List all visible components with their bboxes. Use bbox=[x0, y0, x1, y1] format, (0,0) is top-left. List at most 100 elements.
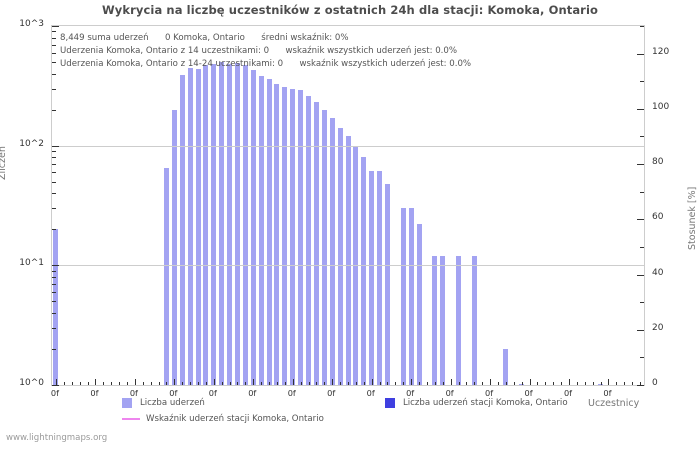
axis-tick bbox=[632, 382, 633, 385]
axis-tick bbox=[459, 382, 460, 385]
axis-tick bbox=[222, 382, 223, 385]
axis-tick bbox=[182, 382, 183, 385]
x-axis-tick-label: 0f bbox=[366, 388, 375, 398]
axis-tick bbox=[52, 284, 56, 285]
bar bbox=[234, 63, 240, 385]
axis-tick bbox=[159, 382, 160, 385]
axis-tick bbox=[143, 382, 144, 385]
legend-item-station-strokes[interactable]: Liczba uderzeń stacji Komoka, Ontario bbox=[385, 398, 568, 408]
axis-tick bbox=[637, 54, 644, 55]
bar bbox=[211, 64, 217, 385]
x-axis-title: Uczestnicy bbox=[588, 398, 640, 409]
axis-tick bbox=[52, 151, 56, 152]
x-axis-tick-label: 0f bbox=[287, 388, 296, 398]
left-axis-tick-label: 10^3 bbox=[19, 19, 44, 29]
gridline bbox=[52, 265, 644, 266]
axis-tick bbox=[52, 164, 56, 165]
axis-tick bbox=[277, 382, 278, 385]
axis-tick bbox=[52, 146, 59, 147]
axis-tick bbox=[52, 31, 56, 32]
axis-tick bbox=[514, 382, 515, 385]
axis-tick bbox=[466, 382, 467, 385]
axis-tick bbox=[52, 265, 59, 266]
axis-tick bbox=[72, 382, 73, 385]
bar bbox=[321, 109, 327, 385]
x-axis-tick-label: 0f bbox=[90, 388, 99, 398]
bar bbox=[179, 74, 185, 385]
axis-tick bbox=[190, 382, 191, 385]
x-axis-tick-label: 0f bbox=[248, 388, 257, 398]
axis-tick bbox=[198, 382, 199, 385]
bar bbox=[274, 83, 280, 385]
axis-tick bbox=[387, 382, 388, 385]
bar bbox=[242, 65, 248, 385]
axis-tick bbox=[364, 382, 365, 385]
axis-tick bbox=[301, 382, 302, 385]
right-axis-tick-label: 0 bbox=[652, 378, 658, 388]
x-axis-tick-label: 0f bbox=[485, 388, 494, 398]
bar bbox=[195, 68, 201, 385]
annotation-line: 8,449 suma uderzeń 0 Komoka, Ontario śre… bbox=[60, 33, 349, 43]
axis-tick bbox=[637, 275, 644, 276]
bar bbox=[377, 170, 383, 385]
legend-swatch-station-strokes bbox=[385, 398, 395, 408]
axis-tick bbox=[230, 382, 231, 385]
bar bbox=[440, 255, 446, 385]
axis-tick bbox=[553, 382, 554, 385]
legend-label-station-strokes: Liczba uderzeń stacji Komoka, Ontario bbox=[403, 398, 568, 408]
axis-tick bbox=[166, 382, 167, 385]
bar bbox=[250, 69, 256, 385]
annotation-line: Uderzenia Komoka, Ontario z 14-24 uczest… bbox=[60, 59, 472, 69]
bar bbox=[171, 109, 177, 385]
axis-tick bbox=[119, 382, 120, 385]
bar bbox=[361, 157, 367, 385]
axis-tick bbox=[127, 382, 128, 385]
axis-tick bbox=[372, 379, 373, 385]
axis-tick bbox=[52, 292, 56, 293]
right-axis-title: Stosunek [%] bbox=[687, 186, 698, 250]
axis-tick bbox=[245, 382, 246, 385]
axis-tick bbox=[52, 208, 56, 209]
axis-tick bbox=[52, 193, 56, 194]
axis-tick bbox=[52, 229, 56, 230]
axis-tick bbox=[522, 382, 523, 385]
axis-tick bbox=[316, 382, 317, 385]
legend: Liczba uderzeń Liczba uderzeń stacji Kom… bbox=[0, 396, 700, 432]
bar bbox=[369, 170, 375, 385]
legend-line-station-rate bbox=[122, 418, 140, 420]
bar bbox=[384, 183, 390, 385]
left-axis-title: Zliczeń bbox=[0, 146, 8, 180]
axis-tick bbox=[56, 379, 57, 385]
bar bbox=[313, 102, 319, 385]
bar bbox=[227, 64, 233, 385]
axis-tick bbox=[474, 382, 475, 385]
x-axis-tick-label: 0f bbox=[563, 388, 573, 398]
bar bbox=[471, 255, 477, 385]
axis-tick bbox=[52, 110, 56, 111]
axis-tick bbox=[451, 379, 452, 385]
axis-tick bbox=[52, 328, 56, 329]
axis-tick bbox=[545, 382, 546, 385]
axis-tick bbox=[640, 382, 641, 385]
axis-tick bbox=[151, 382, 152, 385]
axis-tick bbox=[395, 382, 396, 385]
footer-url: www.lightningmaps.org bbox=[6, 433, 108, 443]
axis-tick bbox=[309, 382, 310, 385]
axis-tick bbox=[640, 302, 644, 303]
bar bbox=[400, 208, 406, 385]
axis-tick bbox=[111, 382, 112, 385]
axis-tick bbox=[174, 379, 175, 385]
legend-item-station-rate[interactable]: Wskaźnik uderzeń stacji Komoka, Ontario bbox=[122, 414, 324, 424]
bar bbox=[163, 168, 169, 385]
legend-item-strokes[interactable]: Liczba uderzeń bbox=[122, 398, 205, 408]
axis-tick bbox=[640, 192, 644, 193]
axis-tick bbox=[52, 301, 56, 302]
x-axis-tick-label: 0f bbox=[327, 388, 336, 398]
axis-tick bbox=[95, 379, 96, 385]
right-axis-tick-label: 120 bbox=[652, 46, 670, 57]
gridline bbox=[52, 146, 644, 147]
x-axis-tick-label: 0f bbox=[406, 388, 415, 398]
x-axis-tick-label: 0f bbox=[50, 388, 59, 398]
x-axis-tick-label: 0f bbox=[524, 388, 533, 398]
